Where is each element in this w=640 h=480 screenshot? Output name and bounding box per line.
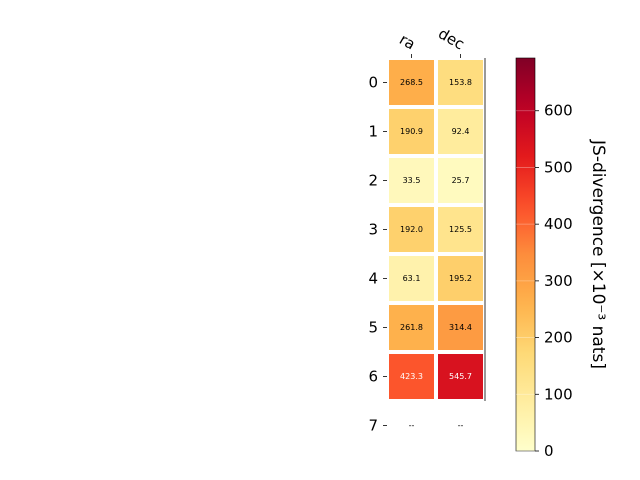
heatmap-cell-label: 268.5	[400, 78, 423, 87]
x-axis: ra dec	[396, 24, 468, 58]
heatmap-cell-label: --	[409, 421, 415, 430]
colorbar-tick-label: 0	[544, 442, 554, 460]
heatmap-cell-label: 25.7	[452, 176, 470, 185]
heatmap-cell	[389, 207, 434, 252]
y-tick-label: 3	[368, 221, 378, 239]
heatmap-cell-label: 63.1	[403, 274, 421, 283]
heatmap-cell-label: 153.8	[449, 78, 472, 87]
y-axis: 0 1 2 3 4 5 6 7	[368, 74, 387, 435]
heatmap-cell	[438, 60, 483, 105]
heatmap-cell-label: 195.2	[449, 274, 472, 283]
heatmap-cell-label: 261.8	[400, 323, 423, 332]
heatmap-cell	[438, 354, 483, 399]
heatmap-cell-label: 33.5	[403, 176, 421, 185]
heatmap-cell	[438, 158, 483, 203]
heatmap-cell	[389, 158, 434, 203]
heatmap-cell-label: 92.4	[452, 127, 470, 136]
colorbar-label: JS-divergence [×10⁻³ nats]	[588, 139, 608, 369]
heatmap-cell-label: 192.0	[400, 225, 423, 234]
colorbar-bar	[515, 57, 536, 452]
colorbar-tick-label: 300	[544, 272, 573, 290]
heatmap-cell	[389, 354, 434, 399]
heatmap-cell	[389, 305, 434, 350]
heatmap-cell-label: 314.4	[449, 323, 472, 332]
y-tick-label: 2	[368, 172, 378, 190]
heatmap-cell-label: 423.3	[400, 372, 423, 381]
heatmap-cell-label: 190.9	[400, 127, 423, 136]
heatmap-cell	[438, 207, 483, 252]
heatmap-cell	[389, 109, 434, 154]
y-tick-label: 5	[368, 319, 378, 337]
y-tick-label: 4	[368, 270, 378, 288]
heatmap-cell	[438, 256, 483, 301]
y-tick-label: 1	[368, 123, 378, 141]
colorbar: 0 100 200 300 400 500 600 JS-divergence [×10⁻³ …	[515, 57, 608, 460]
heatmap-cell-label: 125.5	[449, 225, 472, 234]
heatmap-cell	[438, 305, 483, 350]
colorbar-tick-label: 200	[544, 329, 573, 347]
y-tick-label: 6	[368, 368, 378, 386]
heatmap-cells: 268.5 153.8 190.9 92.4 33.5 25.7 192.0 125.5 63.…	[389, 58, 486, 430]
colorbar-tick-label: 400	[544, 215, 573, 233]
x-tick-label: dec	[435, 24, 467, 53]
y-tick-label: 7	[368, 417, 378, 435]
x-tick-label: ra	[396, 30, 418, 53]
colorbar-tick-label: 600	[544, 102, 573, 120]
y-tick-label: 0	[368, 74, 378, 92]
colorbar-tick-label: 500	[544, 158, 573, 176]
heatmap-cell-label: 545.7	[449, 372, 472, 381]
heatmap-cell	[389, 256, 434, 301]
heatmap-cell	[438, 109, 483, 154]
colorbar-tick-label: 100	[544, 385, 573, 403]
heatmap-cell	[389, 60, 434, 105]
heatmap-cell-label: --	[458, 421, 464, 430]
